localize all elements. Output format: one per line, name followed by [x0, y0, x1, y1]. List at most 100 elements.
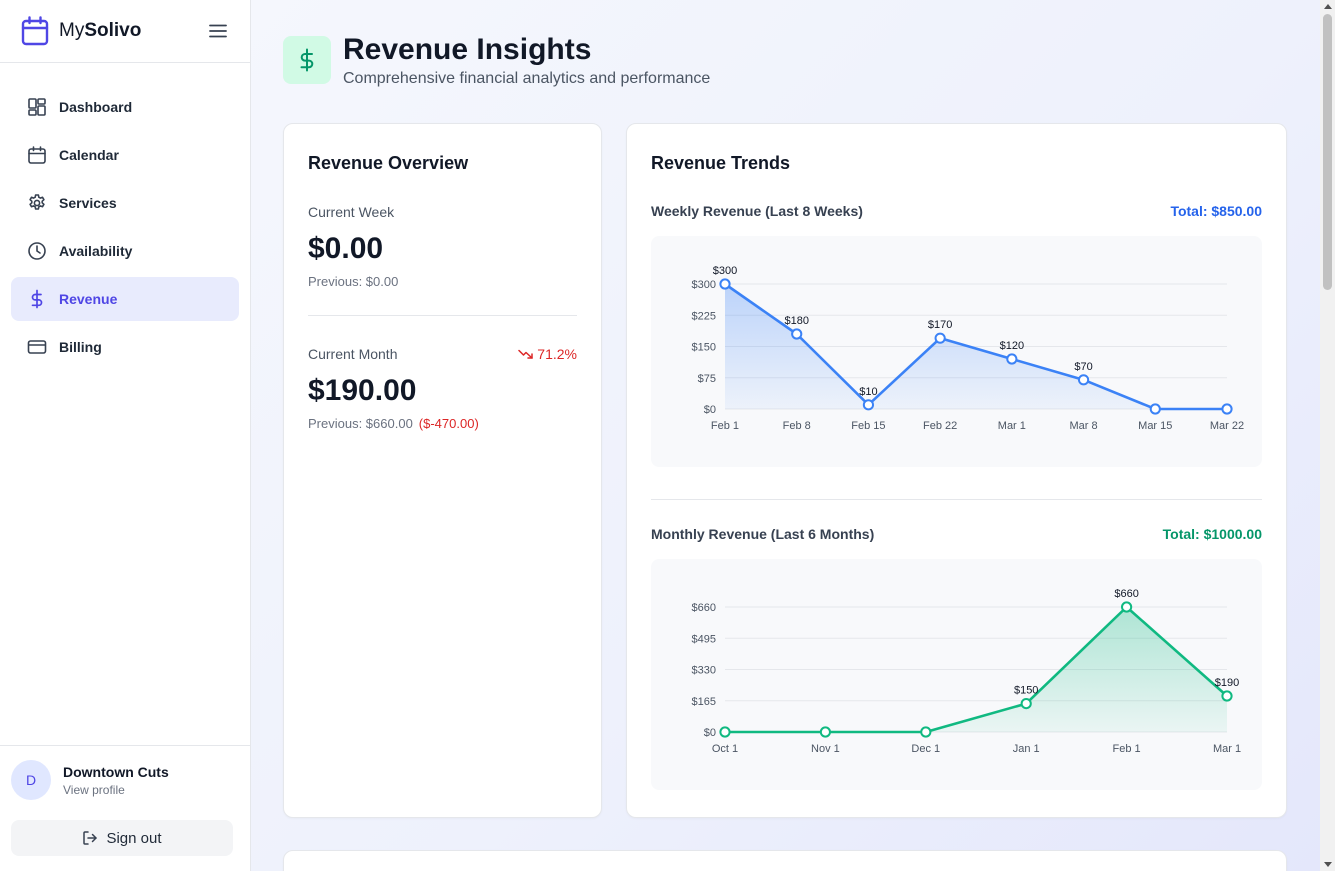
data-point — [1077, 374, 1090, 386]
monthly-chart-container: $0 $165 $330 $495 $660 Oct 1 Nov 1 Dec 1 Jan 1 Fe… — [651, 559, 1262, 790]
sign-out-label: Sign out — [106, 829, 162, 847]
x-tick-label: Mar 8 — [1070, 420, 1098, 432]
profile-link[interactable]: D Downtown Cuts View profile — [11, 760, 233, 800]
data-label: $120 — [1000, 340, 1024, 352]
trend-percent: 71.2% — [537, 346, 577, 362]
data-point — [1121, 601, 1133, 613]
calendar-logo-icon[interactable] — [20, 16, 50, 46]
clock-icon — [26, 240, 48, 262]
sidebar-item-revenue[interactable]: Revenue — [11, 277, 239, 321]
x-tick-label: Mar 1 — [1213, 743, 1241, 755]
sign-out-icon — [82, 830, 98, 846]
data-point — [920, 726, 932, 738]
page-scrollbar[interactable] — [1320, 0, 1335, 871]
sidebar-item-label: Services — [59, 195, 117, 211]
x-tick-label: Jan 1 — [1013, 743, 1040, 755]
avatar: D — [11, 760, 51, 800]
x-tick-label: Mar 1 — [998, 420, 1026, 432]
data-point — [934, 332, 946, 344]
data-label: $170 — [928, 319, 952, 331]
scroll-up-arrow-icon[interactable] — [1323, 2, 1332, 11]
data-point — [1020, 697, 1032, 710]
trends-title: Revenue Trends — [651, 153, 791, 173]
view-profile-link[interactable]: View profile — [63, 782, 125, 797]
sidebar-nav: Dashboard Calendar Services Availability… — [0, 63, 250, 369]
gear-icon — [26, 192, 48, 214]
data-label: $150 — [1014, 685, 1038, 697]
data-point — [1221, 403, 1233, 415]
y-tick-label: $660 — [692, 602, 716, 614]
sidebar-footer: D Downtown Cuts View profile Sign out — [0, 745, 250, 871]
current-month-value: $190.00 — [308, 374, 417, 407]
y-tick-label: $495 — [692, 633, 716, 645]
trend-badge: 71.2% — [518, 346, 577, 362]
sidebar-item-label: Calendar — [59, 147, 119, 163]
overview-title: Revenue Overview — [308, 153, 469, 173]
next-section-card — [283, 850, 1287, 871]
brand-header: MySolivo — [0, 0, 250, 63]
x-tick-label: Feb 1 — [1113, 743, 1141, 755]
y-tick-label: $0 — [704, 727, 716, 739]
x-tick-label: Oct 1 — [712, 743, 738, 755]
x-tick-label: Dec 1 — [911, 743, 940, 755]
page-header: Revenue Insights Comprehensive financial… — [283, 33, 710, 88]
scroll-down-arrow-icon[interactable] — [1323, 860, 1332, 869]
data-point — [791, 328, 803, 340]
data-point — [862, 399, 875, 411]
data-label: $10 — [859, 386, 877, 398]
dollar-header-icon — [283, 36, 331, 84]
current-week-value: $0.00 — [308, 232, 384, 265]
monthly-revenue-chart: $0 $165 $330 $495 $660 Oct 1 Nov 1 Dec 1 Jan 1 Fe… — [692, 588, 1242, 755]
sidebar: MySolivo Dashboard Calendar Services — [0, 0, 251, 871]
y-tick-label: $75 — [698, 373, 716, 385]
scrollbar-thumb[interactable] — [1323, 14, 1332, 290]
data-point — [1149, 403, 1161, 415]
charts-divider — [651, 499, 1262, 500]
x-tick-label: Feb 1 — [711, 420, 739, 432]
x-tick-label: Feb 22 — [923, 420, 957, 432]
sidebar-item-availability[interactable]: Availability — [11, 229, 239, 273]
page-title: Revenue Insights — [343, 33, 592, 66]
data-point — [1221, 690, 1233, 702]
y-tick-label: $330 — [692, 665, 716, 677]
sidebar-item-billing[interactable]: Billing — [11, 325, 239, 369]
menu-toggle-icon[interactable] — [206, 19, 230, 43]
data-point — [819, 726, 831, 738]
series-area — [725, 284, 1227, 409]
main-content: Revenue Insights Comprehensive financial… — [251, 0, 1320, 871]
sidebar-item-dashboard[interactable]: Dashboard — [11, 85, 239, 129]
data-point — [719, 278, 731, 290]
current-week-previous: Previous: $0.00 — [308, 274, 399, 289]
data-label: $660 — [1114, 588, 1138, 600]
brand-name[interactable]: MySolivo — [59, 20, 142, 41]
series-line — [725, 605, 1228, 734]
data-label: $180 — [784, 315, 808, 327]
y-tick-label: $0 — [704, 404, 716, 416]
y-tick-label: $300 — [692, 279, 716, 291]
credit-card-icon — [26, 336, 48, 358]
dashboard-icon — [26, 96, 48, 118]
x-tick-label: Nov 1 — [811, 743, 840, 755]
data-point — [719, 726, 731, 738]
sidebar-item-label: Availability — [59, 243, 133, 259]
sidebar-item-services[interactable]: Services — [11, 181, 239, 225]
sidebar-item-label: Billing — [59, 339, 102, 355]
sign-out-button[interactable]: Sign out — [11, 820, 233, 856]
series-area — [725, 607, 1227, 732]
current-month-label: Current Month — [308, 346, 398, 362]
trending-down-icon — [518, 349, 534, 359]
current-month-difference: ($-470.00) — [418, 416, 479, 431]
sidebar-item-calendar[interactable]: Calendar — [11, 133, 239, 177]
dollar-icon — [26, 288, 48, 310]
data-label: $70 — [1074, 361, 1092, 373]
weekly-total: Total: $850.00 — [1170, 203, 1262, 219]
x-tick-label: Feb 8 — [783, 420, 811, 432]
profile-name: Downtown Cuts — [63, 763, 169, 780]
y-tick-label: $165 — [692, 696, 716, 708]
data-point — [1006, 353, 1018, 365]
weekly-revenue-chart: $0 $75 $150 $225 $300 Feb 1 Feb 8 Feb 15 Feb 22 M… — [692, 265, 1245, 432]
monthly-chart-title: Monthly Revenue (Last 6 Months) — [651, 526, 875, 542]
sidebar-item-label: Revenue — [59, 291, 118, 307]
weekly-chart-title: Weekly Revenue (Last 8 Weeks) — [651, 203, 863, 219]
data-label: $300 — [713, 265, 737, 277]
